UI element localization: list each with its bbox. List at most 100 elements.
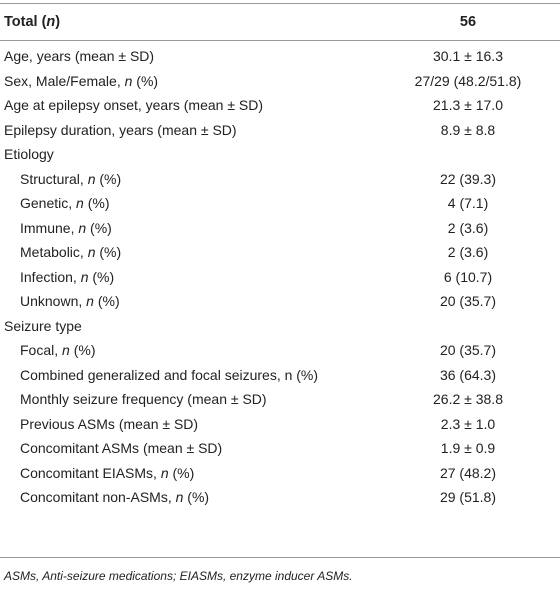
label-text: Age at epilepsy onset, years (mean ± SD) — [4, 97, 264, 113]
italic-text: n — [175, 489, 184, 505]
label-text: Monthly seizure frequency (mean ± SD) — [20, 391, 267, 407]
label-text: (%) — [86, 219, 112, 236]
top-rule — [0, 3, 560, 4]
label-text: Age, years (mean ± SD) — [4, 48, 155, 64]
row-label: Immune, n (%) — [20, 216, 112, 240]
label-text: (%) — [95, 244, 122, 260]
row-value: 29 (51.8) — [439, 489, 497, 505]
label-text: (%) — [168, 464, 195, 481]
label-text: Focal, — [20, 342, 63, 358]
label-text: Concomitant non-ASMs, — [20, 489, 176, 505]
label-text: Sex, Male/Female, — [4, 72, 125, 89]
row-label: Metabolic, n (%) — [20, 240, 121, 264]
row-value: 22 (39.3) — [439, 170, 497, 187]
label-text: Previous ASMs (mean ± SD) — [20, 415, 199, 432]
row-value: 21.3 ± 17.0 — [433, 97, 503, 113]
label-text: Concomitant EIASMs, — [20, 464, 161, 481]
row-value: 36 (64.3) — [439, 366, 497, 383]
table-row: Etiology — [0, 142, 560, 166]
bottom-rule — [0, 557, 560, 558]
row-label: Combined generalized and focal seizures,… — [20, 363, 318, 387]
label-text: Metabolic, — [20, 244, 88, 260]
label-text: (%) — [95, 170, 122, 187]
row-label: Structural, n (%) — [20, 167, 121, 191]
italic-text: n — [87, 170, 96, 187]
table-row: Concomitant EIASMs, n (%) 27 (48.2) — [0, 461, 560, 485]
table-row: Structural, n (%) 22 (39.3) — [0, 167, 560, 191]
label-text: Unknown, — [20, 293, 87, 309]
row-label: Seizure type — [4, 314, 82, 338]
table-row: Infection, n (%) 6 (10.7) — [0, 265, 560, 289]
row-value: 56 — [459, 14, 477, 30]
table-row: Previous ASMs (mean ± SD) 2.3 ± 1.0 — [0, 412, 560, 436]
row-value: 2 (3.6) — [447, 219, 489, 236]
row-label: Sex, Male/Female, n (%) — [4, 69, 158, 93]
table-row: Seizure type — [0, 314, 560, 338]
row-label: Epilepsy duration, years (mean ± SD) — [4, 118, 237, 142]
italic-text: n — [86, 293, 94, 309]
table-row: Immune, n (%) 2 (3.6) — [0, 216, 560, 240]
label-text: Seizure type — [4, 317, 82, 334]
italic-text: n — [76, 195, 84, 211]
row-label: Infection, n (%) — [20, 265, 114, 289]
row-value: 2.3 ± 1.0 — [440, 415, 496, 432]
row-label: Concomitant EIASMs, n (%) — [20, 461, 194, 485]
table-row: Combined generalized and focal seizures,… — [0, 363, 560, 387]
row-value: 27 (48.2) — [439, 464, 497, 481]
label-text: (%) — [88, 268, 115, 285]
row-label: Focal, n (%) — [20, 338, 95, 362]
label-text: Etiology — [4, 146, 54, 162]
table-row: Epilepsy duration, years (mean ± SD) 8.9 … — [0, 118, 560, 142]
label-text: Concomitant ASMs (mean ± SD) — [20, 440, 223, 456]
row-label: Unknown, n (%) — [20, 289, 120, 313]
label-text: (%) — [183, 489, 210, 505]
table-row: Concomitant non-ASMs, n (%) 29 (51.8) — [0, 485, 560, 509]
table-row: Unknown, n (%) 20 (35.7) — [0, 289, 560, 313]
row-value: 27/29 (48.2/51.8) — [414, 72, 522, 89]
row-label: Age, years (mean ± SD) — [4, 44, 154, 68]
table-row: Sex, Male/Female, n (%) 27/29 (48.2/51.8) — [0, 69, 560, 93]
label-text: Infection, — [20, 268, 81, 285]
table-row: Metabolic, n (%) 2 (3.6) — [0, 240, 560, 264]
row-value: 20 (35.7) — [439, 293, 497, 309]
row-value: 26.2 ± 38.8 — [433, 391, 503, 407]
label-text: Combined generalized and focal seizures,… — [20, 366, 319, 383]
table-row: Focal, n (%) 20 (35.7) — [0, 338, 560, 362]
row-value: 8.9 ± 8.8 — [440, 121, 496, 138]
italic-text: n — [78, 219, 87, 236]
italic-text: n — [46, 14, 56, 30]
table-row: Age at epilepsy onset, years (mean ± SD)… — [0, 93, 560, 117]
label-text: Epilepsy duration, years (mean ± SD) — [4, 121, 237, 138]
row-label: Genetic, n (%) — [20, 191, 110, 215]
label-text: (%) — [132, 72, 159, 89]
row-label: Concomitant non-ASMs, n (%) — [20, 485, 209, 509]
table-row: Age, years (mean ± SD) 30.1 ± 16.3 — [0, 44, 560, 68]
footnote: ASMs, Anti-seizure medications; EIASMs, … — [4, 569, 353, 583]
label-text: Total ( — [4, 14, 47, 30]
label-text: (%) — [69, 342, 96, 358]
row-label: Total (n) — [4, 5, 60, 39]
label-text: (%) — [93, 293, 120, 309]
row-label: Monthly seizure frequency (mean ± SD) — [20, 387, 267, 411]
label-text: (%) — [83, 195, 110, 211]
row-label: Concomitant ASMs (mean ± SD) — [20, 436, 222, 460]
row-label: Etiology — [4, 142, 54, 166]
row-value: 4 (7.1) — [447, 195, 489, 211]
italic-text: n — [160, 464, 169, 481]
row-value: 20 (35.7) — [439, 342, 497, 358]
table-row: Concomitant ASMs (mean ± SD) 1.9 ± 0.9 — [0, 436, 560, 460]
italic-text: n — [80, 268, 89, 285]
label-text: Immune, — [20, 219, 79, 236]
italic-text: n — [87, 244, 96, 260]
table-row: Monthly seizure frequency (mean ± SD) 26.… — [0, 387, 560, 411]
row-value: 6 (10.7) — [443, 268, 493, 285]
table-row: Genetic, n (%) 4 (7.1) — [0, 191, 560, 215]
label-text: ) — [55, 14, 61, 30]
row-label: Age at epilepsy onset, years (mean ± SD) — [4, 93, 263, 117]
italic-text: n — [124, 72, 133, 89]
header-rule — [0, 40, 560, 41]
row-value: 1.9 ± 0.9 — [440, 440, 496, 456]
row-label: Previous ASMs (mean ± SD) — [20, 412, 198, 436]
header-row: Total (n) 56 — [0, 5, 560, 39]
